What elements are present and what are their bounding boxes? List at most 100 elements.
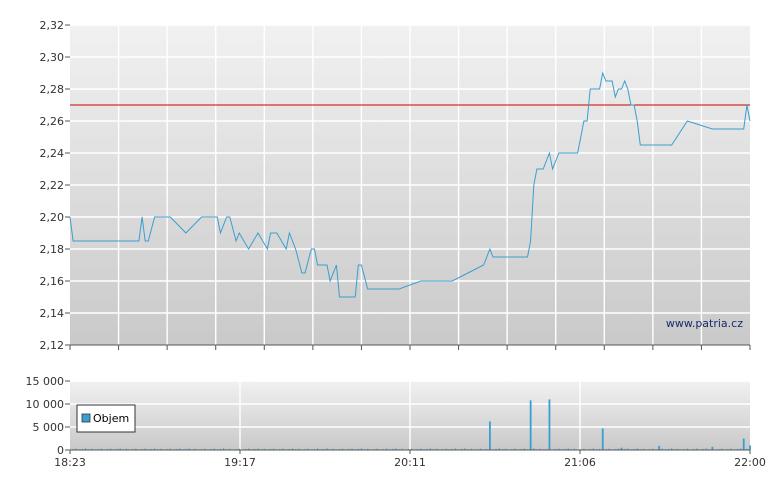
volume-bar: [479, 448, 482, 450]
volume-bar: [426, 448, 428, 450]
volume-bar: [514, 448, 516, 450]
volume-y-tick-label: 10 000: [26, 398, 65, 411]
volume-y-axis: 0 5 000 10 000 15 000: [26, 375, 70, 457]
volume-bar: [169, 448, 171, 450]
volume-bar: [583, 448, 585, 450]
volume-bar: [749, 445, 751, 450]
volume-x-tick-labels: 18:23 19:17 20:11 21:06 22:00: [54, 450, 766, 469]
volume-bar: [746, 448, 748, 450]
volume-bar: [470, 448, 472, 450]
volume-bar: [110, 448, 112, 450]
volume-bar: [573, 448, 576, 450]
volume-bar: [179, 448, 181, 450]
volume-bar: [119, 448, 121, 450]
price-y-tick-label: 2,28: [40, 83, 65, 96]
volume-bar: [636, 448, 638, 450]
volume-x-tick-label: 18:23: [54, 456, 86, 469]
price-y-tick-label: 2,12: [40, 339, 65, 352]
volume-bar: [410, 448, 413, 450]
volume-bar: [696, 448, 698, 450]
volume-bar: [721, 448, 723, 450]
volume-bar: [739, 448, 742, 450]
volume-bar: [376, 448, 378, 450]
volume-bar: [204, 448, 206, 450]
volume-bar: [705, 448, 707, 450]
price-y-axis: 2,12 2,14 2,16 2,18 2,20 2,22 2,24 2,26 2,28 2,30…: [40, 19, 70, 352]
volume-bar: [702, 448, 704, 450]
volume-bar: [539, 448, 541, 450]
volume-bar: [342, 448, 344, 450]
legend-label: Objem: [93, 412, 129, 425]
volume-legend: Objem: [76, 404, 136, 433]
volume-bar: [711, 446, 714, 450]
volume-bar: [742, 438, 745, 450]
price-y-tick-label: 2,14: [40, 307, 65, 320]
volume-bar: [617, 448, 619, 450]
volume-bar: [332, 448, 334, 450]
volume-bar: [608, 448, 610, 450]
volume-bar: [254, 448, 256, 450]
volume-x-tick-label: 20:11: [394, 456, 426, 469]
volume-bar: [652, 448, 654, 450]
volume-bar: [454, 448, 457, 450]
volume-bar: [533, 448, 535, 450]
volume-bar: [81, 448, 84, 450]
volume-bar: [91, 448, 93, 450]
price-y-tick-label: 2,22: [40, 179, 65, 192]
price-y-tick-label: 2,18: [40, 243, 65, 256]
volume-bar: [592, 448, 594, 450]
volume-bar: [323, 448, 325, 450]
price-y-tick-label: 2,26: [40, 115, 65, 128]
volume-grid: [70, 380, 750, 450]
volume-bar: [671, 448, 673, 450]
volume-bar: [736, 448, 739, 450]
volume-bar: [436, 448, 438, 450]
volume-bar: [601, 428, 604, 450]
volume-bar: [185, 448, 187, 450]
volume-bar: [263, 448, 265, 450]
volume-bar: [194, 448, 196, 450]
volume-bar: [558, 448, 560, 450]
volume-bar: [395, 448, 397, 450]
volume-bar: [564, 448, 566, 450]
volume-bar: [429, 448, 431, 450]
volume-bar: [627, 448, 629, 450]
volume-bar: [307, 448, 309, 450]
volume-bar: [298, 448, 300, 450]
volume-bar: [316, 448, 319, 450]
volume-bar: [257, 448, 259, 450]
volume-bar: [567, 448, 569, 450]
volume-bar: [144, 448, 146, 450]
volume-bar: [489, 421, 491, 450]
price-chart: 2,12 2,14 2,16 2,18 2,20 2,22 2,24 2,26 2,28 2,30…: [40, 19, 751, 352]
volume-bar: [598, 448, 601, 450]
volume-bar: [420, 448, 422, 450]
price-y-tick-label: 2,30: [40, 51, 65, 64]
volume-bar: [351, 448, 353, 450]
price-y-tick-label: 2,32: [40, 19, 65, 32]
volume-bar: [326, 448, 328, 450]
volume-chart: 0 5 000 10 000 15 000 18:23 19:17 20:11 21:06 2…: [26, 375, 766, 469]
volume-bar: [85, 448, 87, 450]
volume-bar: [367, 448, 369, 450]
volume-bar: [504, 448, 507, 450]
volume-bar: [661, 448, 663, 450]
volume-y-tick-label: 0: [57, 444, 64, 457]
volume-bar: [667, 448, 670, 450]
volume-bar: [445, 448, 447, 450]
volume-bar: [219, 448, 222, 450]
volume-bar: [401, 448, 403, 450]
volume-bar: [498, 448, 500, 450]
price-grid: [70, 24, 750, 345]
volume-bar: [154, 448, 156, 450]
volume-bar: [730, 448, 732, 450]
volume-bar: [523, 448, 525, 450]
volume-bar: [135, 448, 137, 450]
legend-swatch: [81, 413, 91, 423]
volume-bar: [288, 448, 290, 450]
volume-bar: [222, 448, 225, 450]
volume-bar: [160, 448, 162, 450]
volume-bar: [495, 448, 497, 450]
volume-bar: [461, 448, 463, 450]
